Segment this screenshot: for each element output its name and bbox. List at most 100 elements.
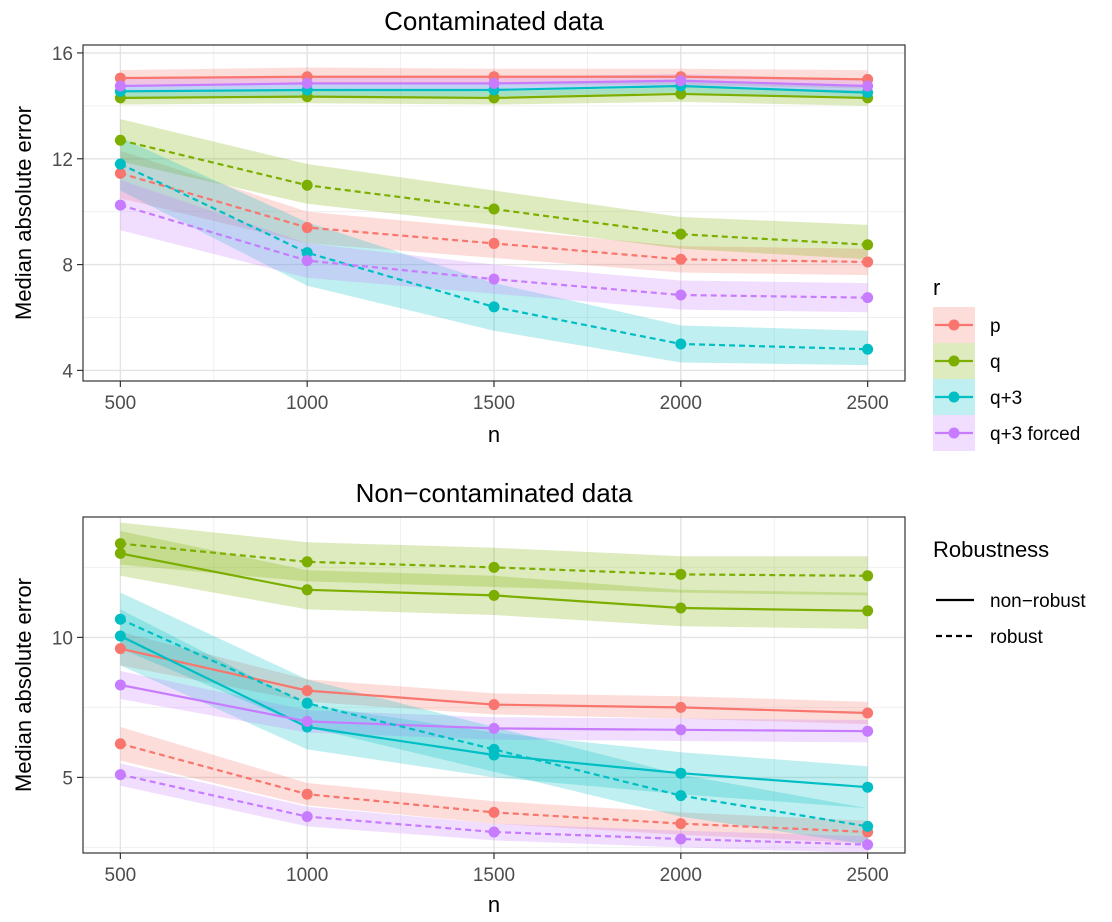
data-point bbox=[488, 743, 500, 755]
data-point bbox=[301, 247, 313, 259]
data-point bbox=[862, 80, 874, 92]
data-point bbox=[301, 77, 313, 89]
data-point bbox=[301, 697, 313, 709]
data-point bbox=[488, 77, 500, 89]
data-point bbox=[301, 715, 313, 727]
data-point bbox=[301, 811, 313, 823]
data-point bbox=[675, 75, 687, 87]
data-point bbox=[488, 826, 500, 838]
data-point bbox=[675, 228, 687, 240]
legend-entries: non−robust robust bbox=[936, 591, 1086, 648]
data-point bbox=[675, 833, 687, 845]
x-tick-label: 500 bbox=[105, 865, 137, 886]
x-tick-label: 2000 bbox=[660, 865, 702, 886]
data-point bbox=[488, 301, 500, 313]
legend-key-point bbox=[948, 391, 960, 403]
data-point bbox=[675, 602, 687, 614]
x-tick-label: 1500 bbox=[473, 865, 515, 886]
data-point bbox=[862, 256, 874, 268]
y-tick-label: 4 bbox=[62, 361, 73, 382]
data-point bbox=[488, 806, 500, 818]
data-point bbox=[114, 738, 126, 750]
panel-non-contaminated: Non−contaminated data 500 1000 1500 2000 250… bbox=[11, 478, 906, 917]
y-axis-label: Median absolute error bbox=[11, 106, 36, 320]
data-point bbox=[114, 769, 126, 781]
data-point bbox=[114, 547, 126, 559]
data-point bbox=[675, 338, 687, 350]
ribbon-q-3-non-robust bbox=[120, 609, 868, 809]
ribbon-p-robust bbox=[120, 150, 868, 276]
legend-label: non−robust bbox=[990, 591, 1086, 612]
legend-r: r pq q+3 q+3 forced bbox=[933, 275, 1080, 451]
data-point bbox=[488, 561, 500, 573]
data-point bbox=[114, 679, 126, 691]
data-point bbox=[488, 722, 500, 734]
legend-label: robust bbox=[990, 627, 1044, 648]
x-axis-label: n bbox=[488, 422, 500, 447]
data-point bbox=[675, 818, 687, 830]
data-point bbox=[488, 273, 500, 285]
ribbon-q-3-forced-robust bbox=[120, 179, 868, 313]
x-tick-label: 2500 bbox=[846, 393, 888, 414]
data-point bbox=[114, 72, 126, 84]
legend-label: q+3 forced bbox=[990, 424, 1080, 445]
legend-key-point bbox=[948, 319, 960, 331]
y-tick-label: 8 bbox=[62, 256, 73, 277]
legend-key-point bbox=[948, 355, 960, 367]
data-point bbox=[301, 556, 313, 568]
y-tick-label: 5 bbox=[62, 768, 73, 789]
series-points bbox=[114, 538, 874, 851]
x-tick-label: 2000 bbox=[660, 393, 702, 414]
x-tick-label: 2500 bbox=[846, 865, 888, 886]
data-point bbox=[114, 167, 126, 179]
data-point bbox=[862, 605, 874, 617]
data-point bbox=[675, 790, 687, 802]
data-point bbox=[862, 239, 874, 251]
x-tick-label: 1000 bbox=[286, 393, 328, 414]
data-point bbox=[675, 568, 687, 580]
data-point bbox=[114, 134, 126, 146]
data-point bbox=[862, 292, 874, 304]
legend-label: p bbox=[990, 316, 1001, 337]
data-point bbox=[675, 253, 687, 265]
ribbon-q-3-robust bbox=[120, 592, 868, 845]
x-axis-ticks: 500 1000 1500 2000 2500 bbox=[105, 381, 889, 414]
legend-entries: pq q+3 q+3 forced bbox=[933, 307, 1080, 451]
x-axis-ticks: 500 1000 1500 2000 2500 bbox=[105, 853, 889, 886]
panel-contaminated: Contaminated data 500 1000 1500 2000 2500 4 8… bbox=[11, 6, 906, 447]
panel-title: Non−contaminated data bbox=[356, 478, 633, 508]
data-point bbox=[114, 643, 126, 655]
y-tick-label: 10 bbox=[52, 628, 73, 649]
ribbon-q-robust bbox=[120, 119, 868, 260]
ribbon-p-robust bbox=[120, 727, 868, 844]
data-point bbox=[862, 343, 874, 355]
data-point bbox=[488, 203, 500, 215]
data-point bbox=[114, 199, 126, 211]
data-point bbox=[675, 701, 687, 713]
data-point bbox=[862, 570, 874, 582]
data-point bbox=[301, 255, 313, 267]
x-tick-label: 1000 bbox=[286, 865, 328, 886]
data-point bbox=[114, 538, 126, 550]
data-point bbox=[114, 630, 126, 642]
data-point bbox=[114, 613, 126, 625]
data-point bbox=[301, 584, 313, 596]
legend-title: Robustness bbox=[933, 537, 1049, 562]
data-point bbox=[488, 699, 500, 711]
series-line-q-3-robust bbox=[119, 618, 868, 828]
x-axis-label: n bbox=[488, 892, 500, 917]
data-point bbox=[862, 725, 874, 737]
legend-label: q bbox=[990, 352, 1001, 373]
data-point bbox=[301, 685, 313, 697]
y-axis-label: Median absolute error bbox=[11, 578, 36, 792]
y-tick-label: 12 bbox=[52, 150, 73, 171]
ribbon-q-3-forced-robust bbox=[120, 763, 868, 853]
y-axis-ticks: 4 8 12 16 bbox=[52, 44, 83, 382]
data-point bbox=[675, 88, 687, 100]
y-axis-ticks: 5 10 bbox=[52, 628, 83, 789]
legend-title: r bbox=[933, 275, 940, 300]
panel-title: Contaminated data bbox=[384, 6, 604, 36]
data-point bbox=[488, 237, 500, 249]
legend-label: q+3 bbox=[990, 388, 1022, 409]
